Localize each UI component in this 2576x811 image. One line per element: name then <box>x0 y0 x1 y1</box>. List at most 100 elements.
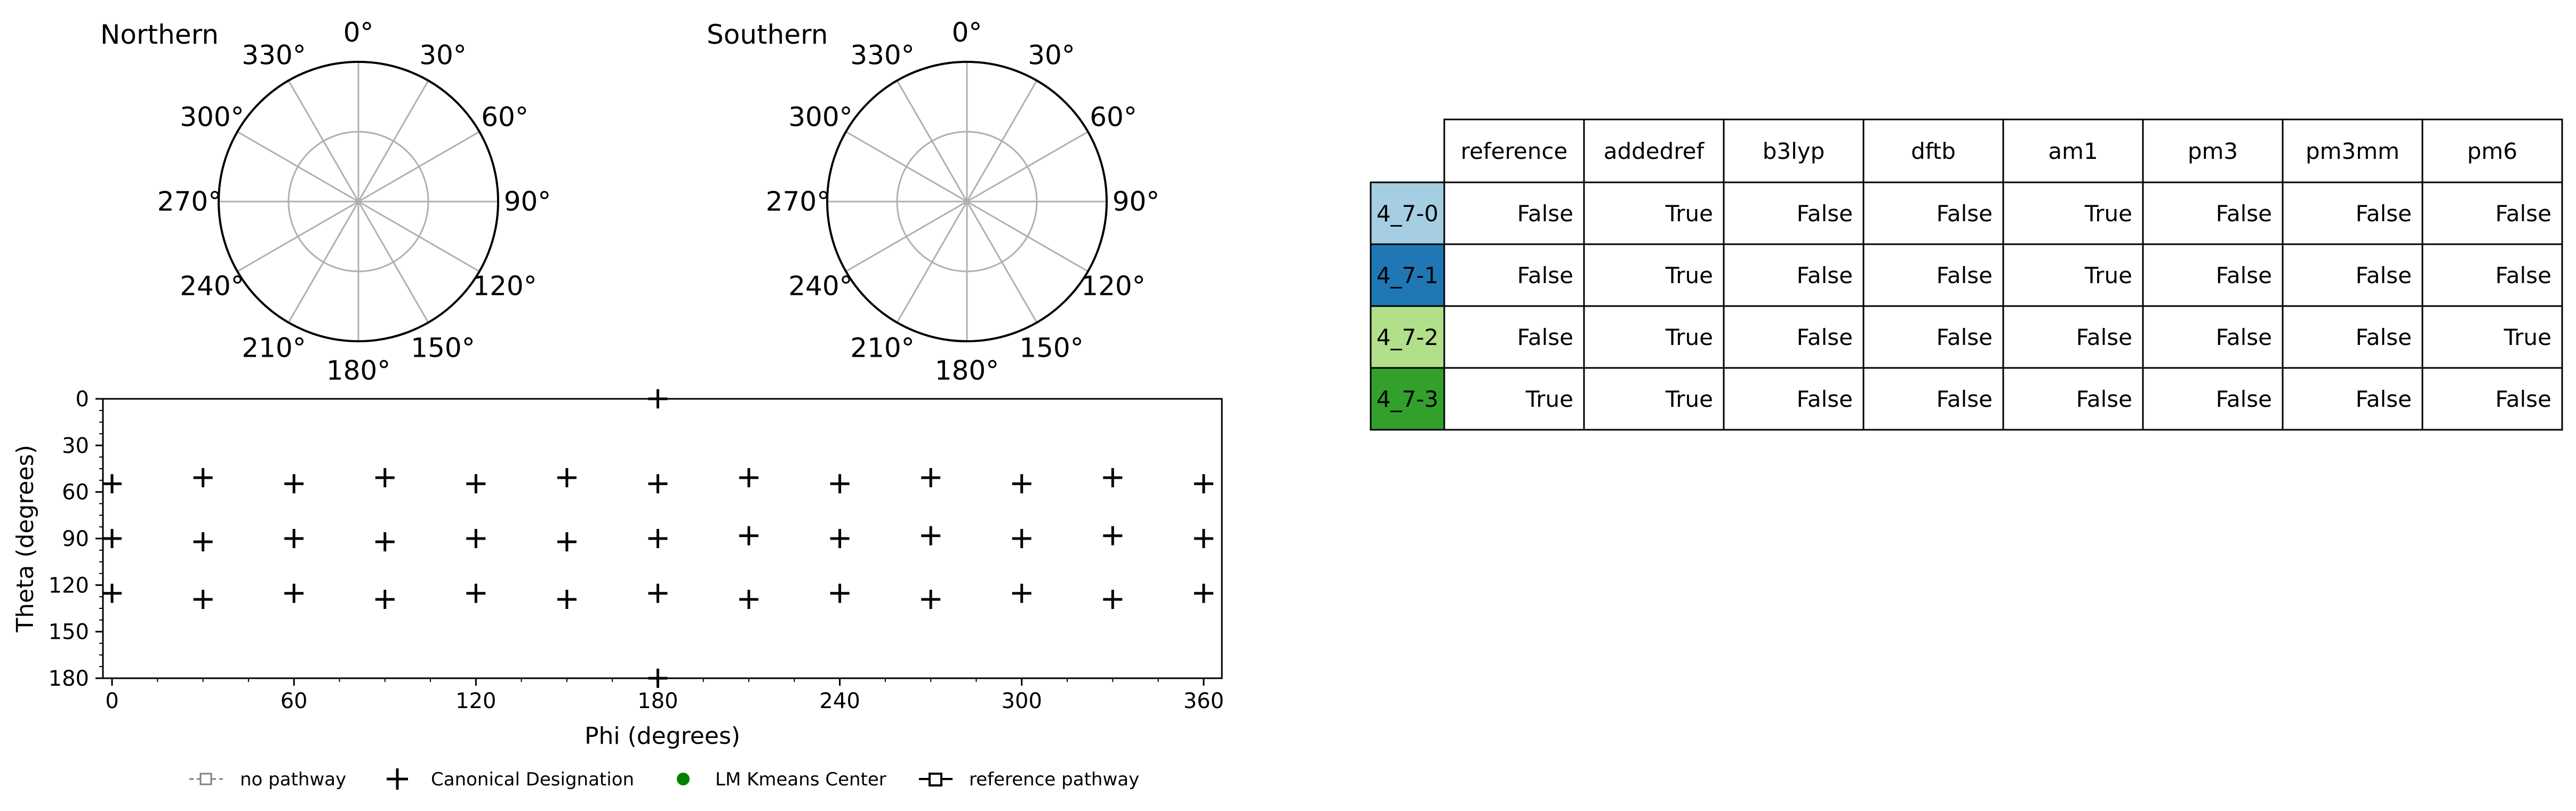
table-cell-value: False <box>1937 200 1993 227</box>
legend-item-no-pathway: no pathway <box>189 769 346 790</box>
polar-angle-label: 270° <box>157 186 221 217</box>
circle-marker-icon <box>677 773 690 785</box>
table-cell-value: False <box>2495 200 2551 227</box>
method-table: reference addedref b3lyp dftb am1 pm3 pm3mm pm6… <box>1371 119 2562 430</box>
canonical-designation-point <box>375 590 395 609</box>
polar-angle-label: 90° <box>1113 186 1160 217</box>
x-axis: 0 60 120 180 240 300 360 <box>105 678 1224 713</box>
canonical-designation-point <box>466 474 485 493</box>
table-cell-value: False <box>1937 262 1993 288</box>
table-header-row: reference addedref b3lyp dftb am1 pm3 pm3mm pm6 <box>1444 119 2562 182</box>
y-tick-label: 0 <box>76 387 89 412</box>
polar-angle-label: 270° <box>766 186 830 217</box>
scatter-points <box>102 389 1213 688</box>
table-header-label: dftb <box>1911 138 1956 164</box>
table-cell-value: True <box>2503 324 2551 350</box>
legend-label: Canonical Designation <box>431 769 634 790</box>
canonical-designation-point <box>194 590 213 609</box>
table-cell-value: False <box>1517 200 1573 227</box>
table-cell-value: False <box>2076 324 2132 350</box>
x-tick-label: 0 <box>105 689 118 713</box>
canonical-designation-point <box>557 468 577 487</box>
table-cell-value: True <box>2084 262 2132 288</box>
table-header-label: b3lyp <box>1763 138 1825 164</box>
x-axis-label: Phi (degrees) <box>585 722 740 750</box>
polar-angle-label: 0° <box>952 17 982 48</box>
canonical-designation-point <box>830 529 850 548</box>
table-cell-value: False <box>2216 200 2272 227</box>
canonical-designation-point <box>739 468 758 487</box>
x-tick-label: 240 <box>819 689 860 713</box>
polar-angle-label: 150° <box>411 333 475 364</box>
polar-angle-label: 180° <box>326 355 390 386</box>
canonical-designation-point <box>375 468 395 487</box>
canonical-designation-point <box>194 468 213 487</box>
row-label: 4_7-1 <box>1377 262 1438 288</box>
polar-angle-label: 30° <box>1028 39 1075 70</box>
canonical-designation-point <box>739 590 758 609</box>
table-row: 4_7-3 True True False False False False False Fa… <box>1371 368 2562 430</box>
polar-angle-label: 120° <box>1081 271 1145 302</box>
table-row: 4_7-1 False True False False True False False Fa… <box>1371 244 2562 306</box>
canonical-designation-point <box>1012 584 1031 603</box>
y-tick-label: 30 <box>62 433 89 458</box>
y-tick-label: 90 <box>62 527 89 551</box>
legend-label: reference pathway <box>969 769 1139 790</box>
table-cell-value: False <box>2356 262 2412 288</box>
canonical-designation-point <box>102 584 122 603</box>
polar-angle-label: 210° <box>850 333 914 364</box>
polar-angle-label: 30° <box>419 39 467 70</box>
y-axis: 0306090120150180 <box>49 387 103 691</box>
canonical-designation-point <box>648 474 667 493</box>
y-tick-label: 120 <box>49 573 89 598</box>
canonical-designation-point <box>830 584 850 603</box>
polar-angle-label: 300° <box>180 102 244 133</box>
table-row: 4_7-0 False True False False True False False Fa… <box>1371 182 2562 244</box>
canonical-designation-point <box>102 529 122 548</box>
row-label: 4_7-0 <box>1377 200 1438 227</box>
table-header-label: am1 <box>2048 138 2098 164</box>
table-cell-value: False <box>2076 386 2132 412</box>
y-axis-label: Theta (degrees) <box>12 445 39 632</box>
polar-angle-label: 120° <box>473 271 537 302</box>
polar-plot-northern: Northern 0°30°60°90°120°150°180°210°240°… <box>100 17 551 386</box>
canonical-designation-point <box>1012 474 1031 493</box>
table-cell-value: False <box>2216 262 2272 288</box>
legend-item-reference-pathway: reference pathway <box>919 769 1139 790</box>
table-cell-value: False <box>1797 386 1853 412</box>
table-header-label: reference <box>1461 138 1568 164</box>
canonical-designation-point <box>557 532 577 551</box>
polar-angle-label: 0° <box>343 17 374 48</box>
canonical-designation-point <box>466 529 485 548</box>
table-cell-value: True <box>2084 200 2132 227</box>
polar-angle-label: 180° <box>935 355 999 386</box>
canonical-designation-point <box>466 584 485 603</box>
table-header-label: pm3 <box>2188 138 2238 164</box>
table-cell-value: False <box>1937 324 1993 350</box>
canonical-designation-point <box>1194 529 1213 548</box>
x-tick-label: 120 <box>455 689 496 713</box>
solid-square-marker-icon <box>930 774 941 785</box>
table-cell-value: True <box>1665 200 1713 227</box>
dashed-square-marker-icon <box>201 774 211 784</box>
canonical-designation-point <box>194 532 213 551</box>
table-cell-value: False <box>1517 262 1573 288</box>
polar-angle-label: 330° <box>242 39 306 70</box>
canonical-designation-point <box>830 474 850 493</box>
legend-label: no pathway <box>240 769 346 790</box>
polar-grid-spokes <box>219 62 498 341</box>
polar-title-southern: Southern <box>707 19 828 50</box>
polar-plot-southern: Southern 0° 30° 60° 90° 120° 150° 180° 210° 240°… <box>707 17 1159 386</box>
table-row: 4_7-2 False True False False False False False T… <box>1371 306 2562 368</box>
polar-angle-label: 240° <box>788 271 852 302</box>
canonical-designation-point <box>375 532 395 551</box>
polar-angle-label: 240° <box>180 271 244 302</box>
canonical-designation-point <box>648 529 667 548</box>
table-cell-value: False <box>2356 386 2412 412</box>
canonical-designation-point <box>648 584 667 603</box>
table-cell-value: True <box>1665 262 1713 288</box>
canonical-designation-point <box>1194 474 1213 493</box>
theta-phi-scatter-plot: 0 60 120 180 240 300 360 0 30 60 90 120 150 180 Phi … <box>12 387 1224 750</box>
polar-angle-label: 150° <box>1019 333 1083 364</box>
